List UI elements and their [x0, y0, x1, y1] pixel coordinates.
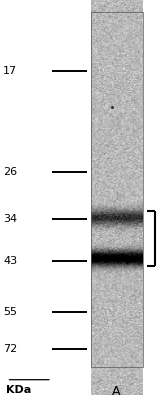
- Text: 34: 34: [3, 214, 17, 224]
- Text: 26: 26: [3, 167, 17, 177]
- Text: KDa: KDa: [6, 385, 32, 395]
- Text: 55: 55: [3, 307, 17, 317]
- Text: 43: 43: [3, 256, 17, 266]
- Text: A: A: [112, 385, 121, 398]
- Text: 72: 72: [3, 344, 17, 354]
- Text: 17: 17: [3, 66, 17, 76]
- Bar: [91, 12, 143, 367]
